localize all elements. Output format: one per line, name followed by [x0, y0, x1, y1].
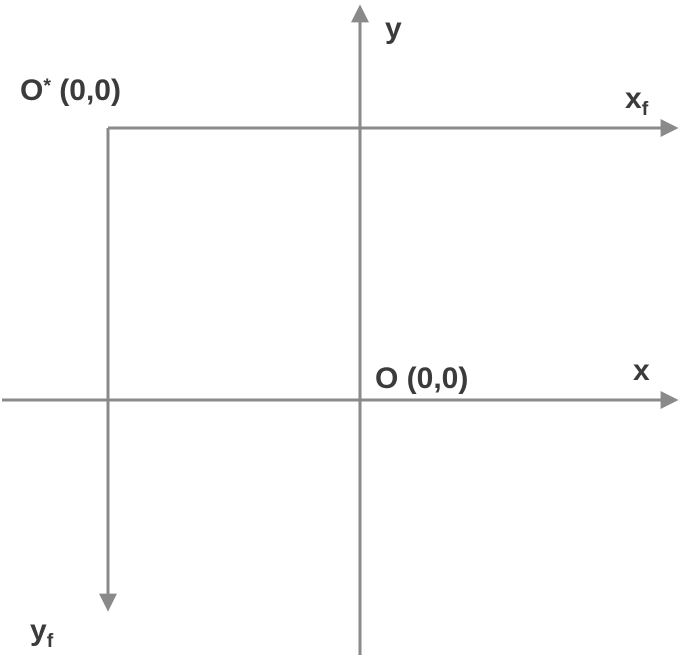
main-x-label: x — [633, 354, 650, 387]
frame-origin-label: O* (0,0) — [20, 74, 121, 107]
main-origin-label: O (0,0) — [375, 362, 468, 395]
frame-x-label: xf — [625, 82, 649, 120]
frame-y-label: yf — [30, 614, 54, 652]
main-y-label: y — [385, 12, 402, 45]
